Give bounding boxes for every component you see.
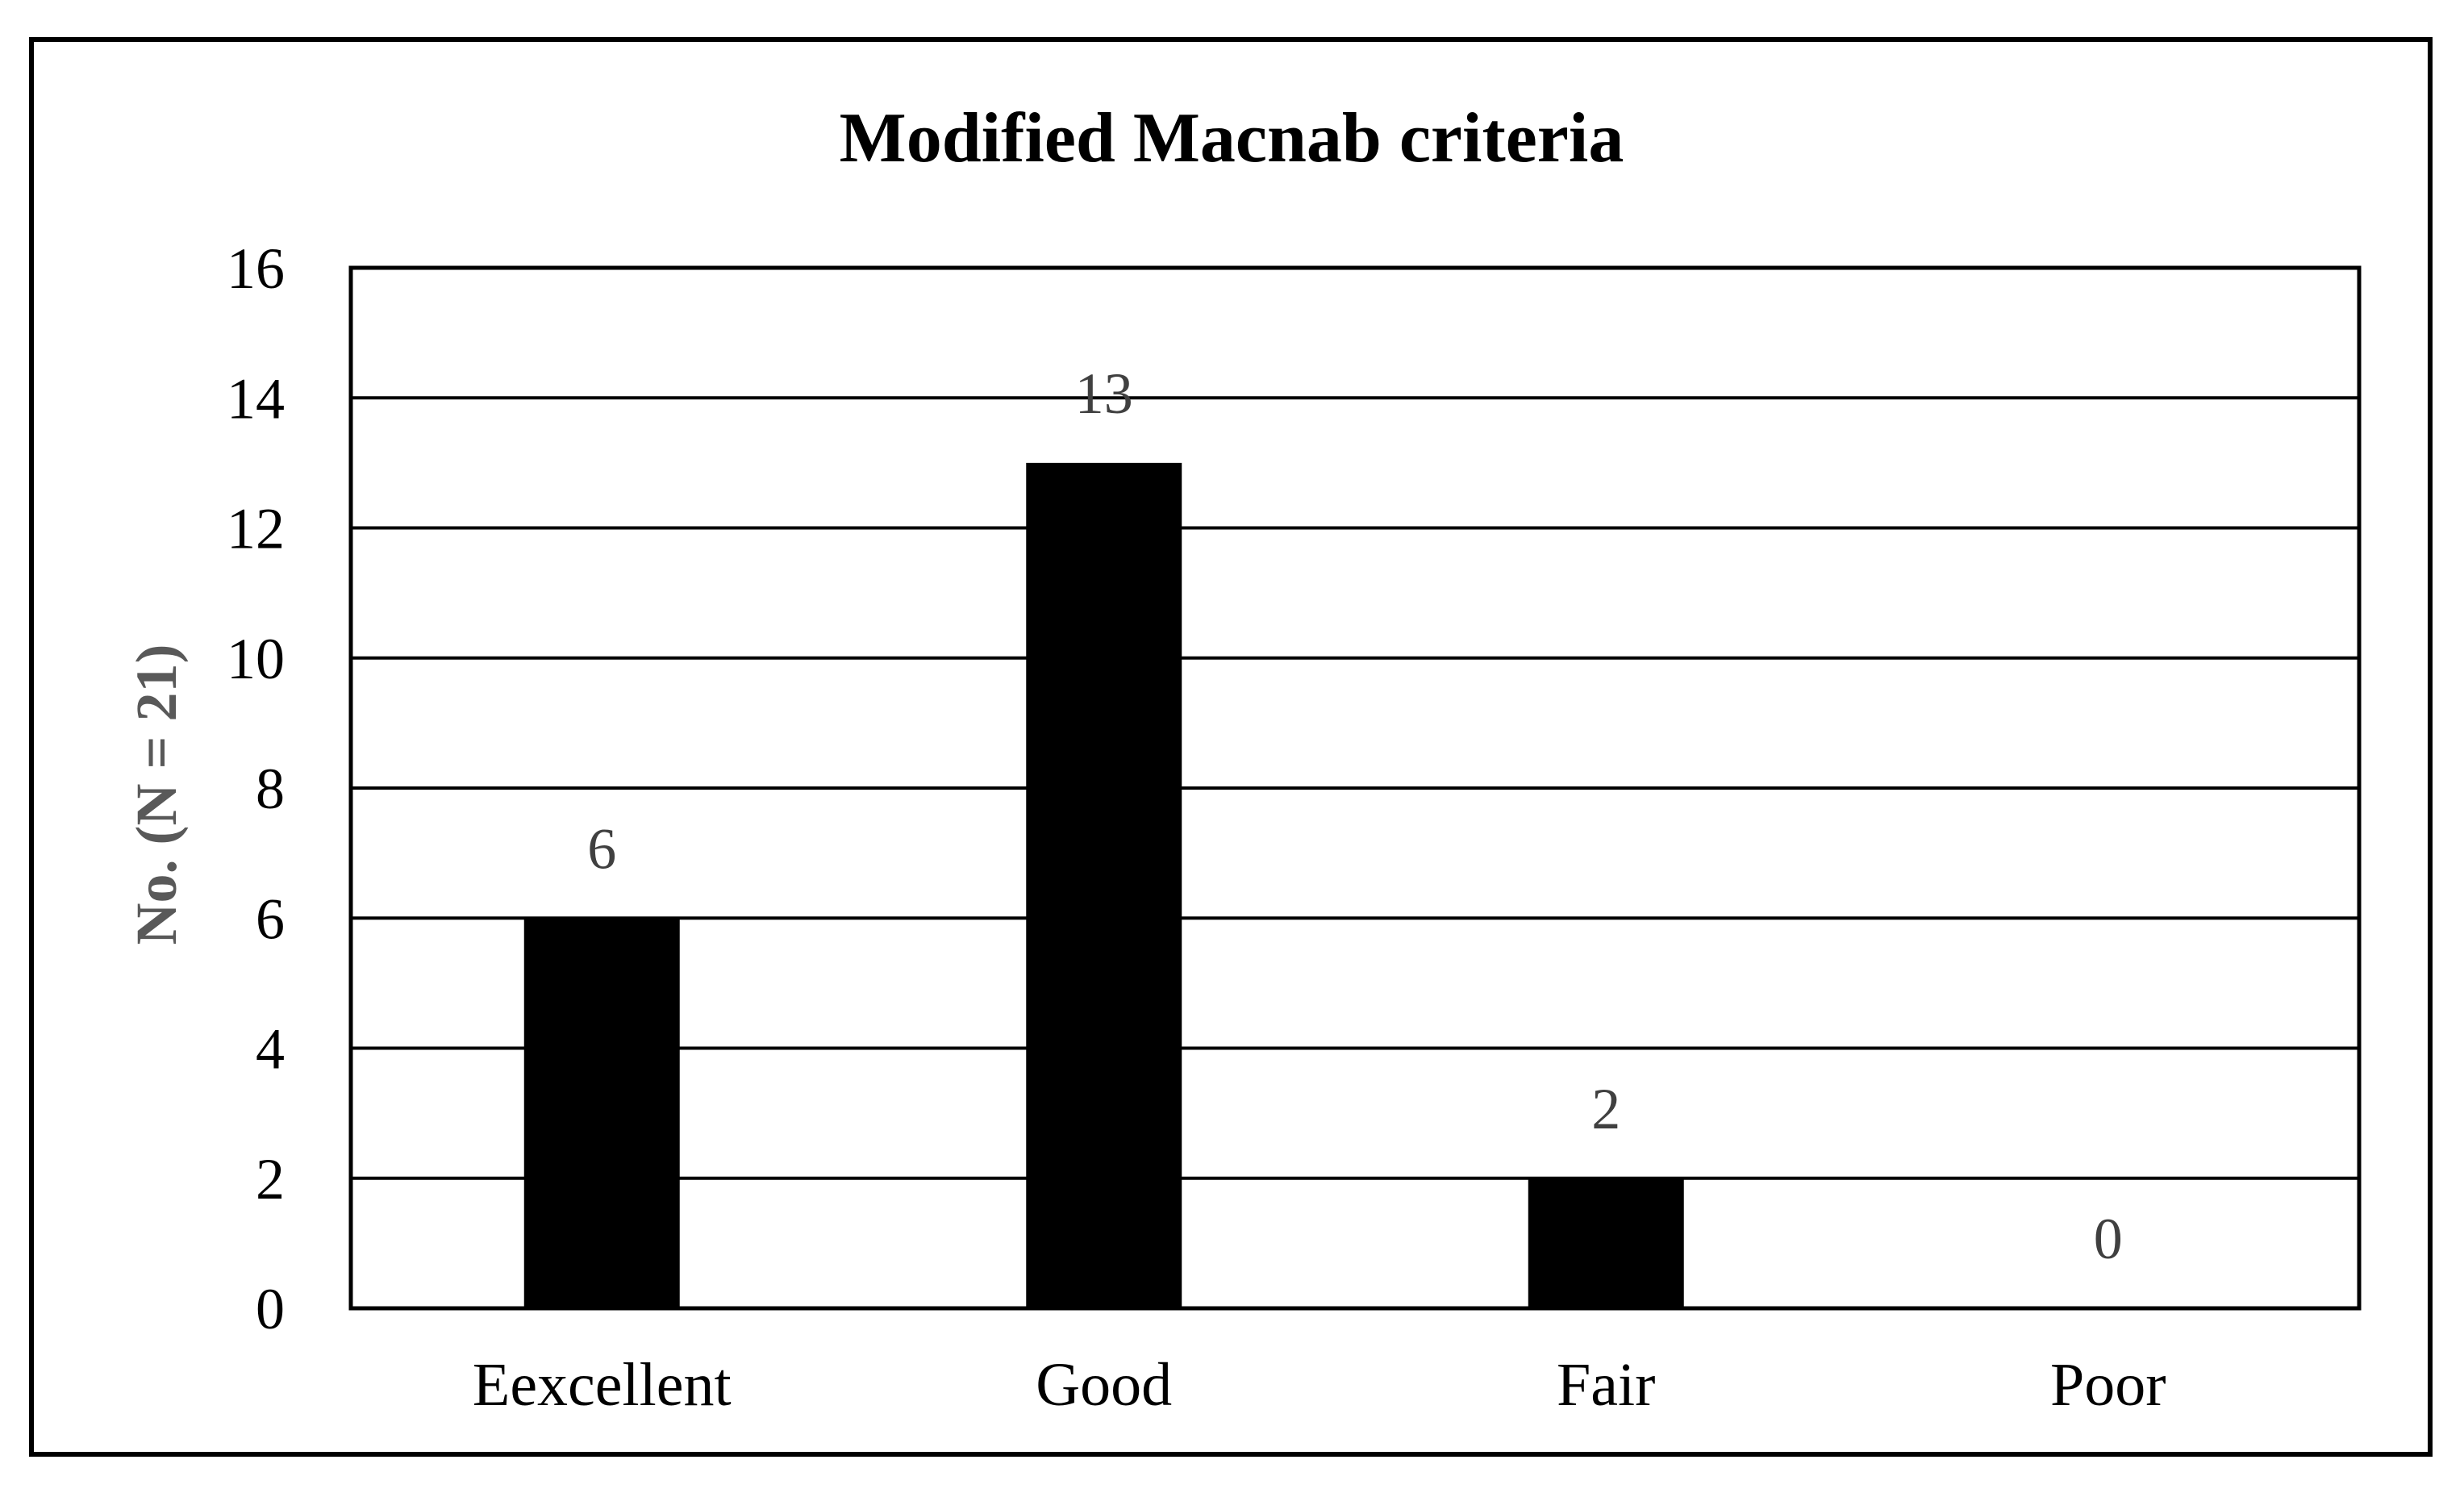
y-tick-label: 2 (256, 1147, 285, 1211)
bar-fair (1528, 1178, 1684, 1308)
bar-eexcellent (523, 918, 680, 1308)
y-tick-label: 16 (227, 236, 285, 301)
figure-frame (29, 37, 2433, 1457)
y-tick-labels: 0 2 4 6 8 10 12 14 16 (227, 236, 285, 1341)
x-category-labels: Eexcellent Good Fair Poor (473, 1351, 2166, 1419)
chart-title: Modified Macnab criteria (840, 99, 1624, 177)
y-tick-label: 12 (227, 497, 285, 561)
y-tick-label: 0 (256, 1277, 285, 1341)
y-axis-label: No. (N = 21) (124, 644, 189, 945)
bars (523, 462, 1684, 1308)
x-category-label-eexcellent: Eexcellent (473, 1351, 732, 1419)
data-label-eexcellent: 6 (587, 816, 616, 881)
x-category-label-poor: Poor (2050, 1351, 2166, 1419)
y-tick-label: 8 (256, 757, 285, 821)
y-tick-label: 10 (227, 627, 285, 691)
data-label-poor: 0 (2094, 1207, 2123, 1271)
y-tick-label: 4 (256, 1017, 285, 1082)
y-tick-label: 6 (256, 886, 285, 951)
y-tick-label: 14 (227, 366, 285, 431)
bar-good (1026, 462, 1182, 1308)
plot-area-frame (348, 265, 2362, 1311)
x-category-label-fair: Fair (1557, 1351, 1655, 1419)
x-category-label-good: Good (1036, 1351, 1172, 1419)
data-label-fair: 2 (1591, 1077, 1620, 1141)
data-label-good: 13 (1075, 361, 1133, 426)
